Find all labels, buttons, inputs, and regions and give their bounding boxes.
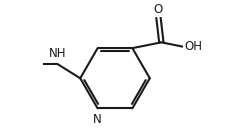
- Text: OH: OH: [184, 40, 202, 53]
- Text: O: O: [153, 3, 162, 16]
- Text: N: N: [92, 113, 101, 126]
- Text: NH: NH: [49, 47, 66, 60]
